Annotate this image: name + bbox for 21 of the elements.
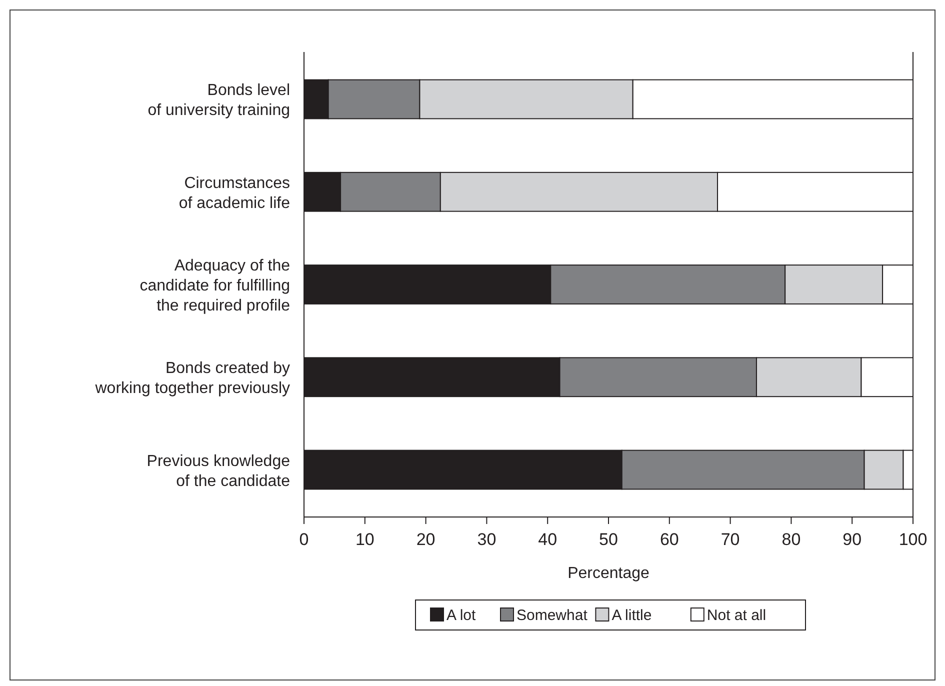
y-tick-label: Adequacy of the candidate for fulfilling the required profile (140, 258, 290, 314)
x-tick-label: 90 (842, 530, 862, 549)
y-tick-label: Bonds created by working together previously (94, 360, 290, 398)
y-tick-label: Bonds level of university training (148, 82, 290, 120)
x-tick-label: 20 (416, 530, 436, 549)
x-axis-title: Percentage (568, 565, 650, 582)
x-tick-label: 30 (477, 530, 496, 549)
legend-label: Somewhat (516, 607, 588, 624)
x-tick-label: 80 (782, 530, 801, 549)
x-tick-label: 0 (299, 530, 309, 549)
x-tick-label: 60 (660, 530, 679, 549)
legend-label: A lot (446, 607, 477, 624)
y-tick-label: Previous knowledge of the candidate (146, 452, 290, 490)
x-tick-label: 10 (355, 530, 374, 549)
x-tick-label: 40 (538, 530, 558, 549)
x-tick-label: 70 (720, 530, 740, 549)
y-tick-label: Circumstances of academic life (178, 174, 290, 212)
x-tick-label: 100 (898, 530, 928, 549)
legend-label: Not at all (706, 607, 766, 624)
legend-label: A little (612, 607, 652, 624)
x-tick-label: 50 (599, 530, 618, 549)
